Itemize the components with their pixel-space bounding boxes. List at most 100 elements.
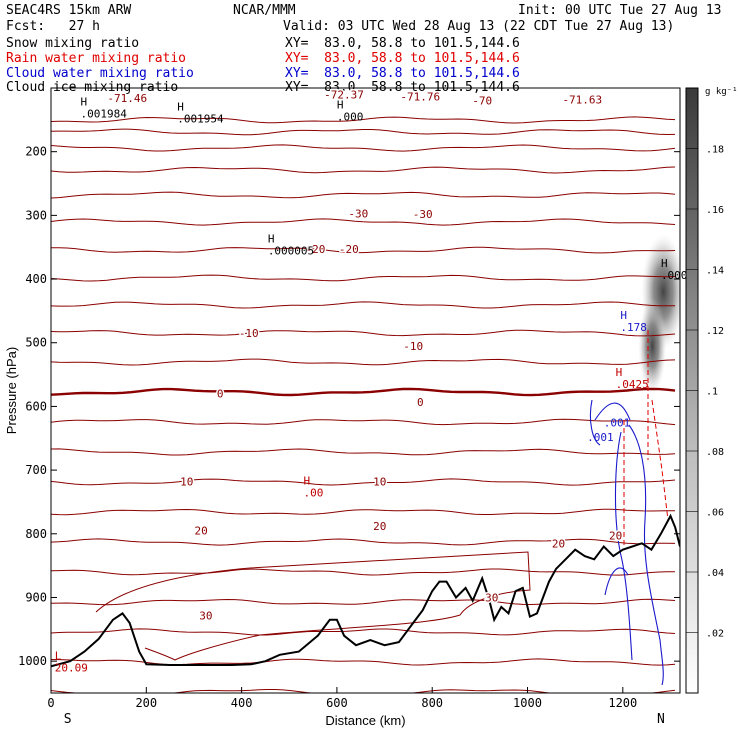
extremum-letter: H [304, 474, 311, 487]
colorbar-tick-label: .14 [706, 266, 724, 277]
temperature-contour [51, 329, 676, 337]
y-tick-label: 900 [25, 590, 47, 604]
init-time: Init: 00 UTC Tue 27 Aug 13 [518, 3, 722, 18]
colorbar-tick-label: .02 [706, 629, 724, 640]
south-label: S [64, 712, 72, 727]
contour-label: -10 [403, 340, 423, 353]
colorbar-tick-label: .12 [706, 326, 724, 337]
extremum-value: .000005 [268, 244, 314, 257]
x-tick-label: 0 [47, 696, 54, 710]
x-tick-label: 600 [326, 696, 348, 710]
snow-shading [638, 297, 667, 394]
colorbar-tick-label: .1 [706, 387, 718, 398]
colorbar-tick-label: .06 [706, 508, 724, 519]
cloud-water-contour [589, 399, 601, 446]
x-tick-label: 1200 [608, 696, 637, 710]
contour-label: 10 [373, 476, 386, 489]
x-tick-label: 1000 [513, 696, 542, 710]
extremum-value: .001954 [177, 113, 224, 126]
x-axis-label: Distance (km) [325, 713, 405, 728]
extremum-value: .0425 [616, 378, 649, 391]
temperature-contour [51, 166, 676, 174]
extremum-letter: H [616, 366, 623, 379]
y-tick-label: 700 [25, 463, 47, 477]
extremum-letter: H [661, 257, 668, 270]
temperature-contour [51, 448, 676, 456]
extremum-value: 20.09 [55, 662, 88, 675]
extremum-letter: H [337, 99, 344, 112]
temperature-contour [51, 246, 676, 254]
temperature-contour [51, 191, 676, 199]
extremum-letter: H [177, 101, 184, 114]
colorbar-tick-label: .16 [706, 205, 724, 216]
cloud-water-contour [604, 567, 629, 596]
temperature-contour [51, 689, 676, 693]
model-title: SEAC4RS 15km ARW [6, 3, 132, 18]
temperature-contour [51, 598, 676, 606]
y-tick-label: 200 [25, 145, 47, 159]
y-tick-label: 500 [25, 336, 47, 350]
y-axis-label: Pressure (hPa) [4, 347, 19, 434]
y-tick-label: 300 [25, 208, 47, 222]
temperature-contour [51, 358, 676, 366]
contour-label: -71.46 [107, 92, 147, 105]
contour-label: -71.76 [400, 90, 440, 103]
contour-label: -70 [472, 95, 492, 108]
contour-label: 10 [180, 476, 193, 489]
temperature-contour [51, 538, 676, 546]
temperature-contour [51, 387, 676, 397]
temperature-contour [51, 508, 675, 516]
y-tick-label: 600 [25, 399, 47, 413]
contour-label: 0 [417, 396, 424, 409]
temperature-contour [51, 128, 676, 136]
contour-label: 20 [373, 520, 386, 533]
temperature-contour [51, 658, 676, 666]
x-tick-label: 800 [421, 696, 443, 710]
temperature-contour [51, 628, 676, 636]
extremum-letter: H [81, 95, 88, 108]
contour-label: 20 [194, 525, 207, 538]
extremum-value: .178 [620, 321, 647, 334]
cloud-water-contour [614, 431, 633, 661]
extremum-letter: H [620, 309, 627, 322]
temperature-contour [51, 418, 676, 426]
colorbar-unit: g kg⁻¹ [705, 87, 738, 97]
contour-label: -30 [348, 207, 368, 220]
extremum-letter: H [268, 232, 275, 245]
contour-label: 0 [217, 388, 224, 401]
temperature-contour [51, 478, 676, 486]
contour-label: 30 [199, 609, 212, 622]
field-name: Cloud water mixing ratio [6, 66, 194, 81]
rain-water-contour [651, 399, 669, 521]
colorbar-tick-label: .08 [706, 447, 724, 458]
temperature-contour [51, 144, 676, 152]
temperature-contour [51, 274, 676, 282]
extremum-value: .001984 [81, 107, 128, 120]
forecast-hour: Fcst: 27 h [6, 19, 100, 34]
temperature-contour [51, 301, 676, 309]
colorbar-tick-label: .18 [706, 145, 724, 156]
x-tick-label: 200 [135, 696, 157, 710]
temperature-contour [51, 116, 676, 124]
contour-label: -72.37 [324, 88, 364, 101]
cloud-water-label: .001 [587, 431, 614, 444]
field-xy: XY= 83.0, 58.8 to 101.5,144.6 [285, 66, 520, 81]
temperature-contour [95, 551, 531, 661]
field-xy: XY= 83.0, 58.8 to 101.5,144.6 [285, 51, 520, 66]
temperature-contour [51, 218, 676, 226]
extremum-letter: L [55, 650, 62, 663]
contour-label: 20 [609, 530, 622, 543]
colorbar-tick-label: .04 [706, 568, 724, 579]
contour-label: -71.63 [562, 93, 602, 106]
extremum-value: .000 [337, 111, 364, 124]
cloud-water-label: .001 [604, 416, 631, 429]
x-tick-label: 400 [231, 696, 253, 710]
contour-label: -10 [239, 327, 259, 340]
y-tick-label: 800 [25, 527, 47, 541]
temperature-contour [51, 568, 675, 576]
org-label: NCAR/MMM [233, 3, 296, 18]
north-label: N [657, 712, 665, 727]
field-xy: XY= 83.0, 58.8 to 101.5,144.6 [285, 36, 520, 51]
field-name: Rain water mixing ratio [6, 51, 187, 66]
